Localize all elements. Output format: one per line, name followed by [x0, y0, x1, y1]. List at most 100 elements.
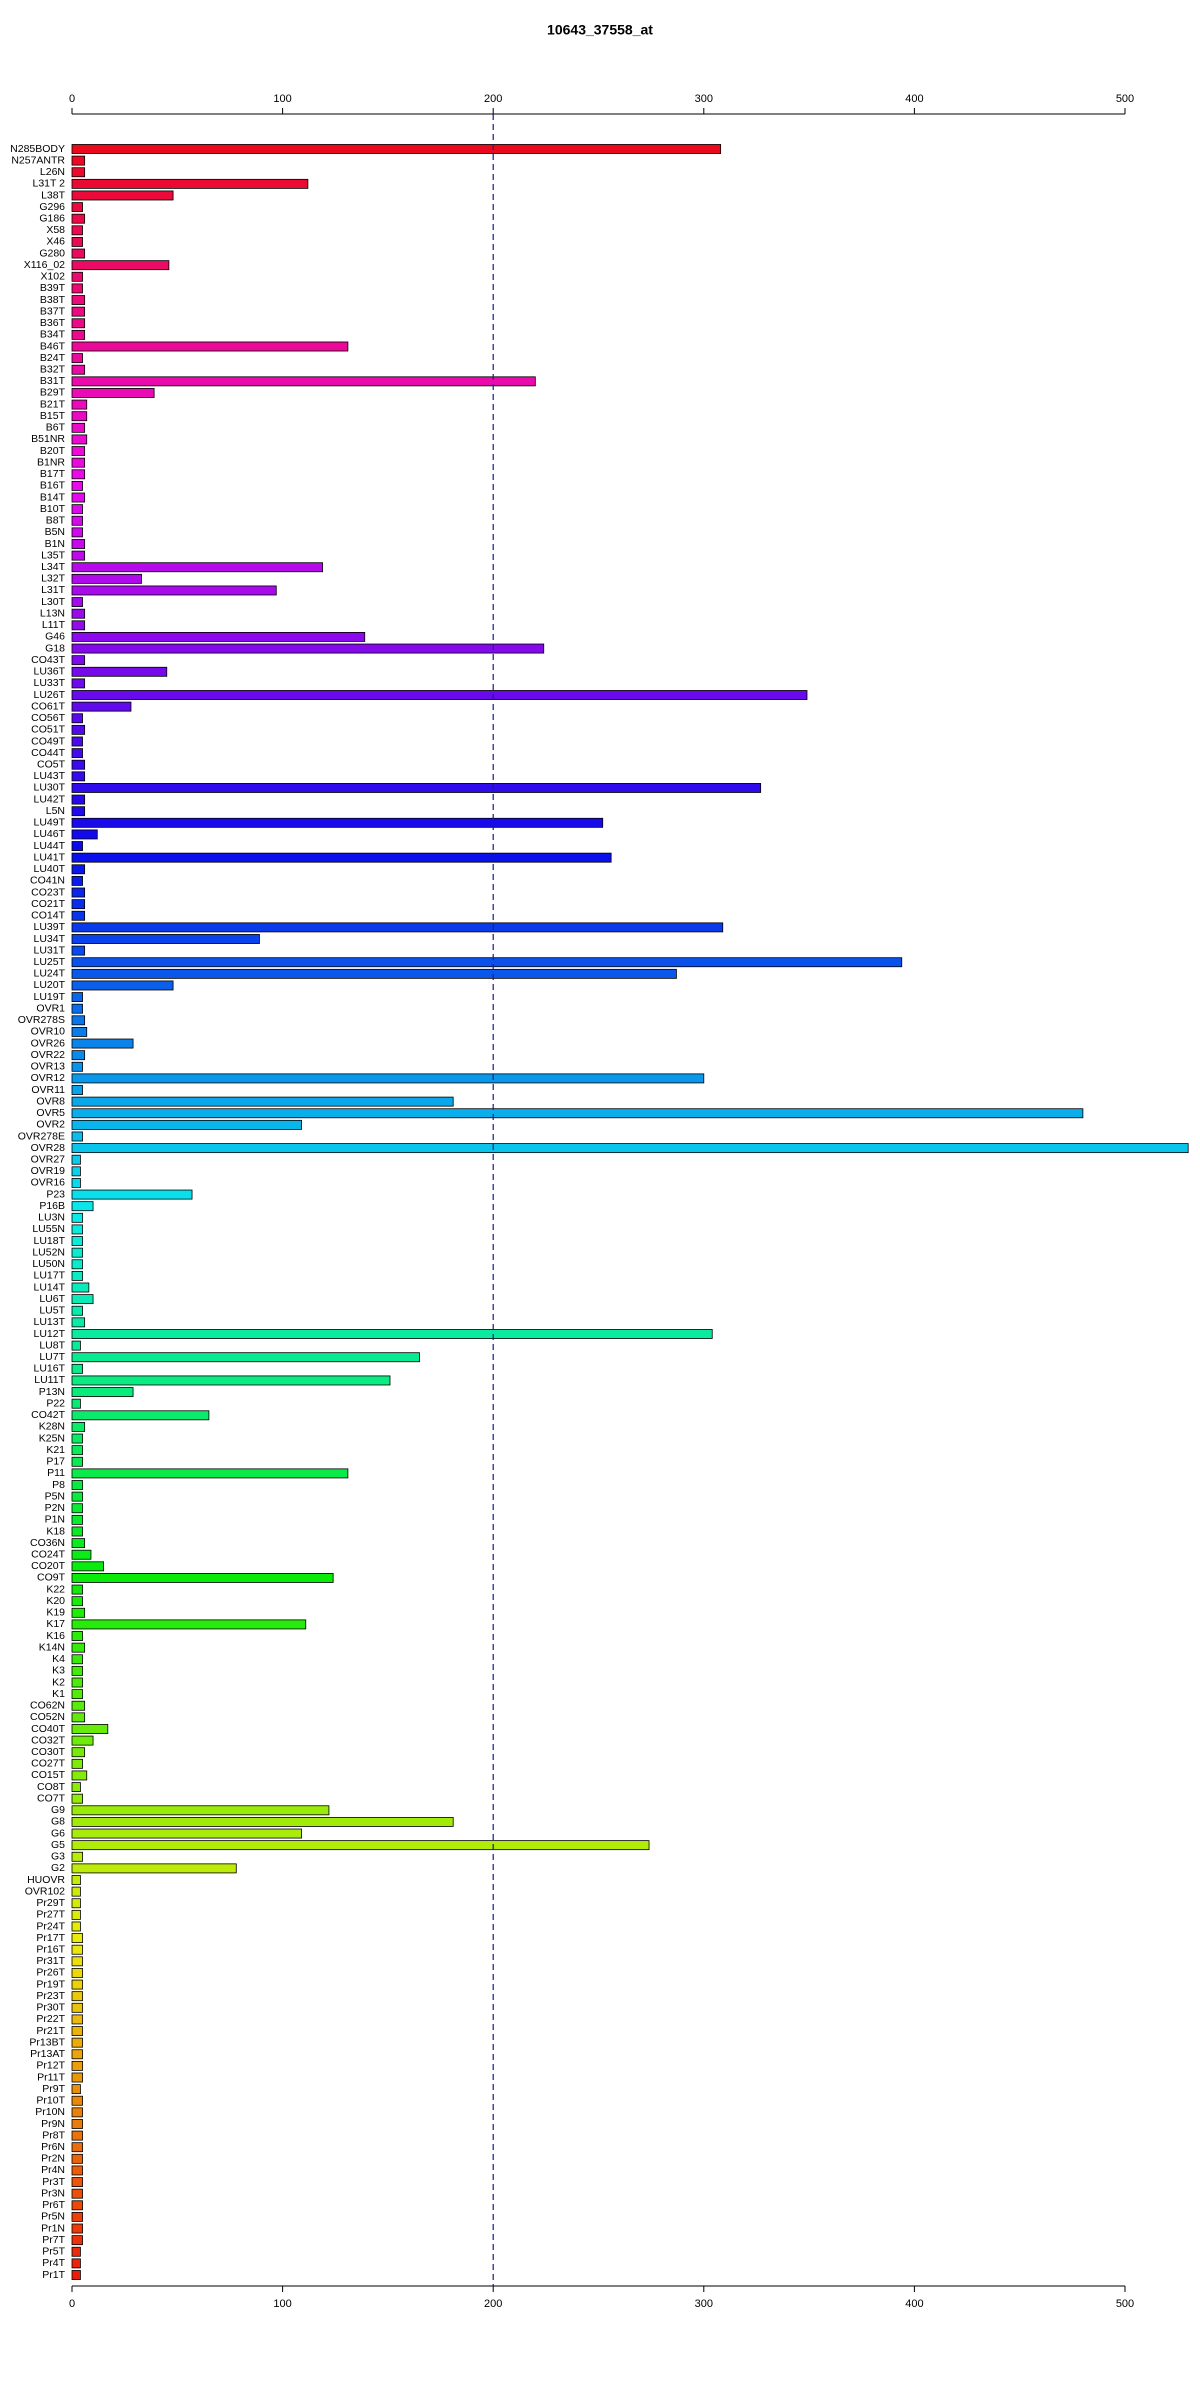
bar — [71, 1178, 81, 1188]
bar — [71, 1421, 86, 1432]
y-tick-label: HUOVR — [27, 1874, 65, 1886]
y-tick-label: CO24T — [31, 1548, 65, 1560]
bar — [71, 957, 903, 968]
bar — [71, 1050, 86, 1061]
y-tick-label: OVR16 — [31, 1177, 66, 1189]
y-tick-label: CO15T — [31, 1769, 65, 1781]
bar — [71, 841, 83, 851]
bar — [71, 1816, 454, 1827]
bar — [71, 1410, 210, 1421]
bar — [71, 469, 86, 480]
bar — [71, 2072, 83, 2083]
bar — [71, 1491, 83, 1502]
bar — [71, 968, 677, 979]
chart-title: 10643_37558_at — [547, 22, 653, 38]
bar — [71, 1201, 94, 1212]
y-tick-label: OVR278S — [18, 1014, 65, 1026]
x-tick-label: 100 — [273, 93, 291, 105]
y-tick-label: P5N — [45, 1490, 65, 1502]
y-tick-label: OVR26 — [31, 1037, 66, 1049]
bar — [71, 1596, 83, 1607]
y-tick-label: B36T — [40, 317, 66, 329]
bar — [71, 1654, 83, 1665]
y-tick-label: B29T — [40, 387, 66, 399]
y-tick-label: L38T — [41, 189, 66, 201]
bar — [71, 1305, 83, 1316]
bar — [71, 678, 86, 689]
y-tick-label: Pr13AT — [30, 2048, 65, 2060]
y-tick-label: Pr2N — [41, 2153, 65, 2165]
bar — [71, 167, 86, 178]
y-tick-label: OVR278E — [18, 1130, 65, 1142]
y-tick-label: Pr23T — [36, 1990, 65, 2002]
y-tick-label: B21T — [40, 398, 66, 410]
y-tick-label: L30T — [41, 596, 66, 608]
bar — [71, 1863, 237, 1874]
bar — [71, 2119, 83, 2129]
y-tick-label: CO56T — [31, 712, 65, 724]
y-tick-label: B1N — [45, 538, 65, 550]
bar — [71, 1956, 83, 1967]
y-tick-label: Pr29T — [36, 1897, 65, 1909]
y-tick-label: LU44T — [33, 840, 65, 852]
bar — [71, 1549, 92, 1560]
bar — [71, 353, 83, 364]
bar — [71, 411, 88, 422]
y-tick-label: Pr24T — [36, 1920, 65, 1932]
bar — [71, 527, 83, 538]
bar — [71, 922, 724, 933]
y-tick-label: CO61T — [31, 700, 65, 712]
y-tick-label: B51NR — [31, 433, 65, 445]
bar — [71, 910, 86, 921]
y-tick-label: LU18T — [33, 1235, 65, 1247]
y-tick-label: Pr9T — [42, 2083, 65, 2095]
y-tick-label: LU12T — [33, 1328, 65, 1340]
y-tick-label: B6T — [46, 422, 66, 434]
bar — [71, 608, 86, 619]
y-tick-label: K25N — [39, 1432, 65, 1444]
y-tick-label: LU24T — [33, 968, 65, 980]
x-tick-label: 100 — [273, 2298, 291, 2310]
y-tick-label: CO27T — [31, 1758, 65, 1770]
bar — [71, 1979, 83, 1990]
bar — [71, 539, 86, 549]
y-tick-label: G5 — [51, 1839, 65, 1851]
bar — [71, 341, 349, 352]
bar — [71, 1003, 83, 1014]
bar — [71, 248, 86, 259]
y-tick-label: K17 — [46, 1618, 65, 1630]
y-tick-label: CO7T — [37, 1792, 66, 1804]
bar — [71, 632, 366, 642]
y-tick-label: K20 — [46, 1595, 65, 1607]
y-tick-label: K18 — [46, 1525, 65, 1537]
bar — [71, 376, 536, 387]
y-tick-label: K28N — [39, 1421, 65, 1433]
y-tick-label: G3 — [51, 1851, 65, 1863]
y-tick-label: OVR1 — [36, 1002, 65, 1014]
bar — [71, 713, 83, 724]
bar — [71, 178, 309, 189]
bar — [71, 887, 86, 898]
bar — [71, 934, 260, 944]
y-tick-label: Pr19T — [36, 1978, 65, 1990]
y-tick-label: CO21T — [31, 898, 65, 910]
y-tick-label: B17T — [40, 468, 66, 480]
y-tick-label: X116_02 — [24, 259, 65, 271]
y-tick-label: Pr3N — [41, 2187, 65, 2199]
bar — [71, 202, 83, 213]
bar — [71, 806, 86, 817]
bar — [71, 655, 86, 666]
bar — [71, 1503, 83, 1514]
y-tick-label: LU20T — [33, 979, 65, 991]
bar — [71, 1119, 302, 1130]
bar — [71, 829, 98, 840]
y-tick-label: LU36T — [33, 666, 65, 678]
bar — [71, 852, 612, 863]
x-tick-label: 300 — [695, 2298, 713, 2310]
bar — [71, 597, 83, 608]
y-tick-label: P2N — [45, 1502, 65, 1514]
bar — [71, 515, 83, 526]
bar — [71, 1561, 104, 1572]
bar — [71, 1770, 88, 1781]
y-tick-label: G186 — [39, 212, 65, 224]
